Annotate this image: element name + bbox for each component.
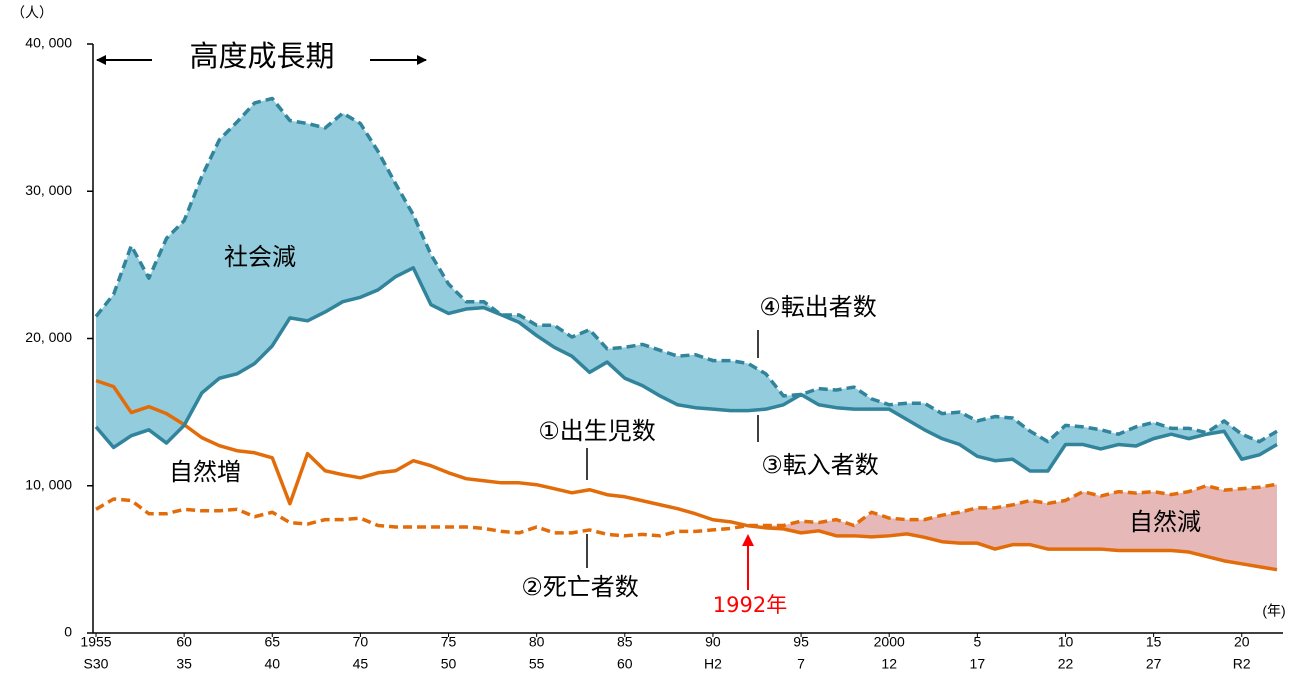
- area: [96, 484, 1277, 570]
- x-tick-label: 60: [176, 634, 192, 650]
- x-tick-label: 80: [529, 634, 545, 650]
- x-tick-sublabel: 45: [353, 656, 369, 672]
- areas: [96, 98, 1277, 570]
- x-tick-sublabel: 27: [1146, 656, 1162, 672]
- y-tick-label: 10, 000: [25, 476, 72, 492]
- x-tick-sublabel: 40: [264, 656, 280, 672]
- x-tick-label: 20: [1234, 634, 1250, 650]
- x-tick-label: 5: [973, 634, 981, 650]
- series-line: [95, 378, 1278, 572]
- natural-increase-label: 自然増: [169, 458, 241, 486]
- x-tick-sublabel: 50: [441, 656, 457, 672]
- y-tick-label: 0: [64, 624, 72, 640]
- series-line: [95, 482, 1278, 538]
- x-tick-label: 70: [353, 634, 369, 650]
- x-tick-label: 90: [705, 634, 721, 650]
- x-tick-sublabel: 60: [617, 656, 633, 672]
- series-label: ③転入者数: [761, 451, 879, 479]
- x-unit: (年): [1262, 603, 1285, 619]
- x-tick-sublabel: 12: [881, 656, 897, 672]
- y-unit: （人）: [11, 5, 53, 21]
- lines: [94, 96, 1278, 572]
- y-tick-label: 40, 000: [25, 35, 72, 51]
- x-tick-sublabel: 17: [970, 656, 986, 672]
- x-tick-sublabel: 7: [797, 656, 805, 672]
- x-tick-label: 1955: [80, 634, 111, 650]
- natural-decrease-label: 自然減: [1129, 508, 1201, 536]
- x-tick-sublabel: S30: [84, 656, 109, 672]
- series-line: [94, 96, 1278, 444]
- turning-year-label: 1992年: [713, 593, 787, 617]
- x-tick-label: 75: [441, 634, 457, 650]
- period-label: 高度成長期: [189, 39, 334, 73]
- y-tick-label: 30, 000: [25, 182, 72, 198]
- series-line: [94, 266, 1278, 473]
- series-label: ①出生児数: [538, 417, 656, 445]
- area: [96, 98, 1277, 472]
- x-tick-sublabel: 22: [1058, 656, 1074, 672]
- x-tick-label: 10: [1058, 634, 1074, 650]
- series-label: ④転出者数: [759, 293, 877, 321]
- x-tick-label: 95: [793, 634, 809, 650]
- x-tick-label: 2000: [874, 634, 905, 650]
- x-tick-sublabel: H2: [704, 656, 722, 672]
- x-tick-sublabel: 35: [176, 656, 192, 672]
- y-tick-label: 20, 000: [25, 329, 72, 345]
- x-tick-label: 65: [264, 634, 280, 650]
- x-tick-label: 15: [1146, 634, 1162, 650]
- x-tick-sublabel: R2: [1233, 656, 1251, 672]
- social-decrease-label: 社会減: [224, 243, 296, 271]
- x-tick-sublabel: 55: [529, 656, 545, 672]
- series-label: ②死亡者数: [521, 573, 639, 601]
- x-tick-label: 85: [617, 634, 633, 650]
